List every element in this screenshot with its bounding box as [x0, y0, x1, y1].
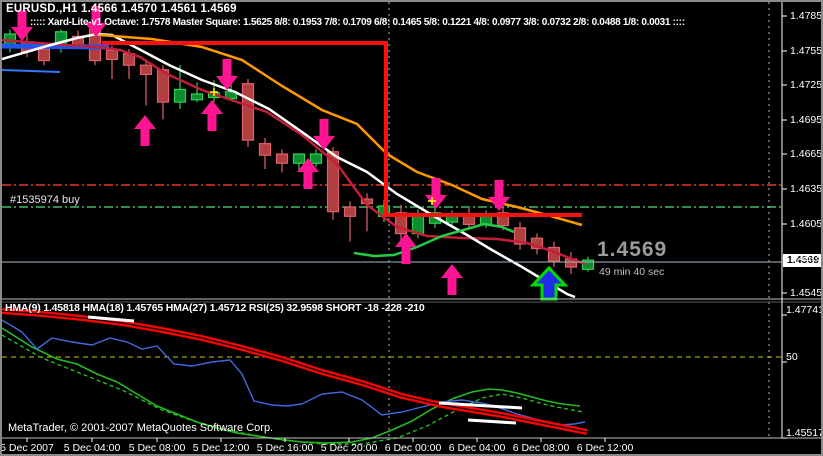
buy-signal-arrow-icon [441, 264, 463, 295]
sell-signal-arrow-icon [313, 119, 335, 150]
sell-signal-arrow-icon [216, 59, 238, 90]
buy-signal-arrow-icon [395, 233, 417, 264]
bear-candle [343, 206, 357, 217]
price-axis-label: 1.4635 [790, 183, 823, 195]
rsi-red-band-split [2, 310, 588, 433]
price-axis-label: 1.4755 [790, 45, 823, 57]
time-axis-label: 5 Dec 04:00 [63, 442, 121, 454]
rsi-blue-line [2, 319, 586, 426]
indicator-axis-label: 1.47741 [786, 304, 823, 316]
time-axis-label: 6 Dec 04:00 [448, 442, 506, 454]
rsi-red-band [2, 308, 588, 435]
indicator-axis-label: 50 [786, 351, 798, 363]
big-buy-arrow-icon [529, 265, 569, 301]
sell-signal-arrow-icon [85, 6, 107, 37]
price-axis-label: 1.4695 [790, 114, 823, 126]
green-ma-segment [353, 222, 515, 258]
time-axis-label: 5 Dec 2007 [0, 442, 54, 454]
bear-candle [139, 64, 153, 76]
time-axis-label: 6 Dec 08:00 [512, 442, 570, 454]
crimson-ma-line [2, 38, 586, 266]
bull-candle [190, 93, 204, 101]
octave-levels-line: ::::: Xard-Lite-v1 Octave: 1.7578 Master… [30, 17, 685, 28]
time-axis-label: 6 Dec 12:00 [576, 442, 634, 454]
bull-candle [581, 259, 595, 270]
buy-signal-arrow-icon [134, 115, 156, 146]
open-trade-label: #1535974 buy [10, 194, 80, 206]
time-axis-label: 5 Dec 12:00 [192, 442, 250, 454]
indicator-axis-label: 1.45517 [786, 427, 823, 439]
bull-candle [309, 153, 323, 164]
bear-candle [105, 49, 119, 61]
price-axis-label: 1.4785 [790, 10, 823, 22]
rsi-green-dashed-line [2, 334, 585, 445]
time-axis-label: 5 Dec 08:00 [128, 442, 186, 454]
white-ma-line [2, 32, 576, 299]
bear-candle [496, 212, 510, 227]
rsi-white-segment [438, 401, 523, 410]
buy-signal-arrow-icon [297, 158, 319, 189]
time-axis-label: 5 Dec 20:00 [320, 442, 378, 454]
time-axis-label: 5 Dec 16:00 [256, 442, 314, 454]
symbol-ohlc-line: EURUSD.,H1 1.4566 1.4570 1.4561 1.4569 [6, 3, 237, 15]
bear-candle [513, 227, 527, 245]
bull-candle [411, 214, 425, 235]
price-axis-label: 1.4725 [790, 79, 823, 91]
price-axis-label: 1.4665 [790, 148, 823, 160]
blue-thin-line [2, 69, 61, 73]
price-axis-label: 1.4605 [790, 218, 823, 230]
bear-candle [326, 151, 340, 213]
price-axis-label: 1.4545 [790, 287, 823, 299]
rsi-green-line [2, 327, 581, 444]
bear-candle [241, 83, 255, 141]
bull-candle [292, 153, 306, 164]
sell-signal-arrow-icon [11, 10, 33, 41]
price-axis-label: 1.4575 [790, 252, 823, 264]
bear-candle [156, 69, 170, 103]
rsi-white-segment [87, 315, 135, 323]
bear-candle [275, 153, 289, 164]
orange-ma-line [99, 33, 583, 227]
bear-candle [394, 212, 408, 235]
bear-candle [37, 48, 51, 62]
buy-signal-arrow-icon [201, 100, 223, 131]
master-square-line [102, 41, 582, 217]
current-price-axis-tag: 1.4569 [783, 254, 821, 267]
indicator-values-line: HMA(9) 1.45818 HMA(18) 1.45765 HMA(27) 1… [5, 302, 425, 314]
rsi-white-segment [467, 418, 517, 425]
bear-candle [258, 143, 272, 156]
sell-signal-arrow-icon [488, 180, 510, 211]
current-price-display: 1.4569 [597, 238, 668, 261]
bull-candle [173, 88, 187, 103]
copyright-text: MetaTrader, © 2001-2007 MetaQuotes Softw… [8, 422, 274, 434]
candle-countdown: 49 min 40 sec [599, 266, 665, 278]
time-axis-label: 6 Dec 00:00 [384, 442, 442, 454]
